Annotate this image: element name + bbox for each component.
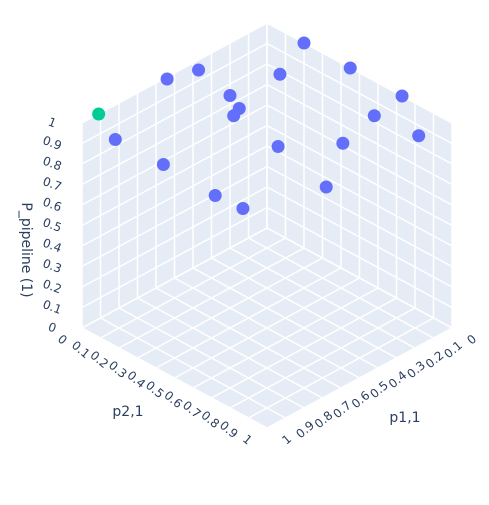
- grid-line: [81, 186, 268, 288]
- grid-line: [192, 287, 379, 389]
- grid-line: [81, 206, 268, 309]
- point: [297, 36, 311, 50]
- x-tick-label: 0: [464, 332, 479, 348]
- grid-line: [81, 165, 268, 268]
- z-tick-label: 0.1: [41, 297, 64, 317]
- y-axis-title: p2,1: [112, 404, 143, 420]
- grid-line: [266, 63, 453, 165]
- z-tick-label: 0.4: [41, 236, 64, 256]
- y-tick-label: 1: [240, 432, 255, 448]
- grid-line: [118, 247, 305, 349]
- grid-line: [266, 124, 453, 227]
- point: [343, 61, 357, 75]
- grid-line: [81, 145, 268, 247]
- grid-line: [248, 317, 434, 419]
- point: [223, 89, 237, 102]
- grid-line: [137, 257, 323, 359]
- grid-line: [266, 327, 453, 429]
- point: [208, 189, 222, 202]
- z-tick-label: 0.2: [41, 277, 64, 297]
- point: [336, 136, 350, 150]
- grid-line: [81, 42, 268, 145]
- point: [367, 109, 381, 123]
- grid-line: [266, 22, 453, 124]
- grid-line: [266, 42, 453, 145]
- point: [412, 129, 426, 143]
- z-tick-label: 0.3: [41, 256, 64, 276]
- grid-line: [81, 83, 268, 186]
- grid-line: [211, 297, 397, 399]
- grid-line: [266, 145, 453, 247]
- z-axis-title: P_pipeline (1): [18, 202, 34, 297]
- grid-line: [266, 83, 453, 186]
- point: [156, 158, 170, 171]
- grid-line: [229, 307, 416, 409]
- grid-line: [100, 237, 286, 339]
- point: [227, 109, 241, 123]
- grid-line: [266, 104, 453, 206]
- grid-line: [81, 227, 268, 329]
- z-tick-label: 0.7: [41, 174, 64, 194]
- grid-line: [266, 206, 453, 309]
- grid-line: [155, 267, 342, 369]
- point: [192, 63, 206, 77]
- grid-line: [174, 277, 360, 379]
- z-tick-label: 0.6: [41, 195, 64, 215]
- point: [92, 107, 106, 121]
- grid-line: [81, 124, 268, 227]
- z-tick-label: 0: [46, 320, 58, 336]
- point: [160, 72, 174, 86]
- x-axis-title: p1,1: [389, 410, 420, 426]
- point: [395, 89, 409, 103]
- grid-line: [266, 227, 453, 329]
- z-tick-label: 0.9: [41, 133, 64, 153]
- z-tick-label: 0.8: [41, 154, 64, 174]
- point: [108, 133, 122, 146]
- point: [319, 180, 333, 194]
- z-tick-label: 1: [46, 115, 58, 131]
- grid-line: [81, 63, 268, 165]
- point: [271, 140, 285, 153]
- x-tick-label: 1: [279, 432, 294, 448]
- point: [273, 67, 287, 81]
- grid-line: [266, 165, 453, 268]
- grid-line: [266, 186, 453, 288]
- grid-line: [81, 22, 268, 124]
- y-tick-label: 0: [55, 332, 70, 348]
- point: [236, 202, 250, 215]
- z-tick-label: 0.5: [41, 215, 64, 235]
